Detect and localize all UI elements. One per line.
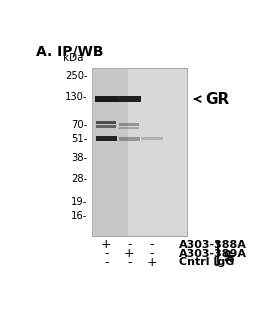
Text: -: - <box>104 256 109 269</box>
Text: Cntrl IgG: Cntrl IgG <box>179 257 234 267</box>
Text: -: - <box>127 256 132 269</box>
Text: kDa: kDa <box>63 53 83 63</box>
Bar <box>119 123 139 126</box>
Bar <box>97 125 116 128</box>
Bar <box>95 96 118 102</box>
Text: 70-: 70- <box>71 119 88 130</box>
Text: GR: GR <box>206 91 230 107</box>
Text: 250-: 250- <box>65 71 88 81</box>
Text: -: - <box>104 247 109 260</box>
Text: A. IP/WB: A. IP/WB <box>36 45 103 59</box>
Bar <box>119 127 139 129</box>
Bar <box>97 121 116 124</box>
Text: 130-: 130- <box>65 92 88 102</box>
Text: -: - <box>127 239 132 251</box>
Bar <box>96 136 117 141</box>
Text: 16-: 16- <box>71 211 88 221</box>
Text: -: - <box>150 247 154 260</box>
Text: IP: IP <box>223 247 237 260</box>
Text: 51-: 51- <box>71 134 88 144</box>
Text: A303-388A: A303-388A <box>179 240 247 250</box>
Text: +: + <box>147 256 157 269</box>
Text: A303-389A: A303-389A <box>179 248 247 258</box>
Text: +: + <box>124 247 135 260</box>
Bar <box>118 96 141 102</box>
Text: -: - <box>150 239 154 251</box>
Bar <box>92 68 128 236</box>
Text: 19-: 19- <box>71 197 88 207</box>
Bar <box>119 137 140 141</box>
Text: 38-: 38- <box>71 153 88 163</box>
Text: +: + <box>101 239 112 251</box>
Bar <box>92 68 187 236</box>
Text: 28-: 28- <box>71 174 88 184</box>
Bar <box>141 137 163 140</box>
